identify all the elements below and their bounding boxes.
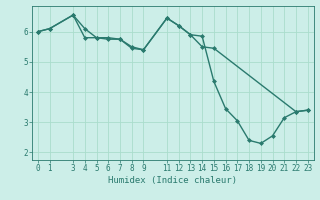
X-axis label: Humidex (Indice chaleur): Humidex (Indice chaleur) (108, 176, 237, 185)
